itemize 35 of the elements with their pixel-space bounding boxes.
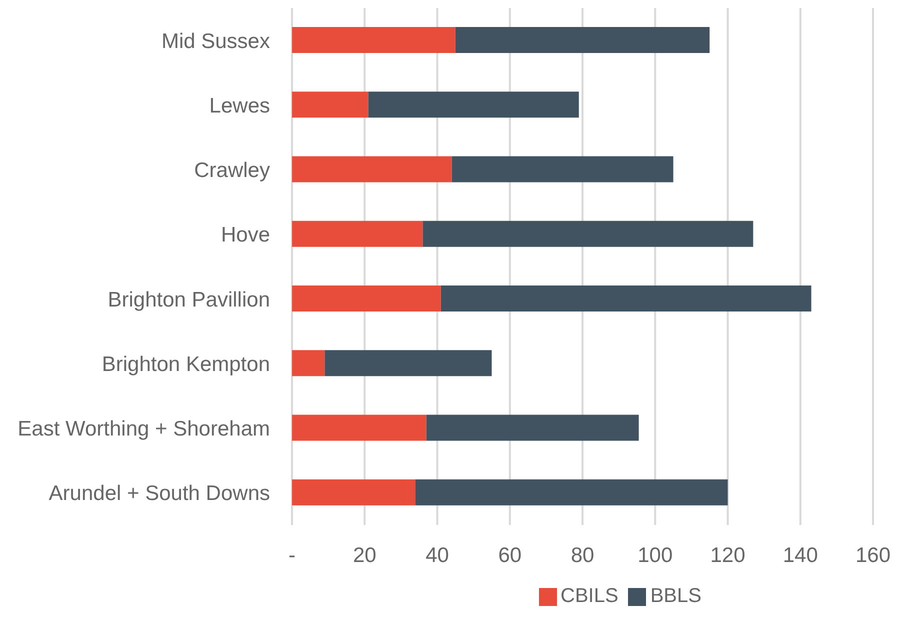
x-tick-label: 40 (426, 544, 449, 567)
bar (292, 286, 441, 312)
x-tick-label: - (288, 544, 296, 567)
bar (292, 479, 416, 506)
legend-label: CBILS (560, 585, 618, 607)
y-tick-label: East Worthing + Shoreham (18, 418, 270, 441)
bar (292, 27, 456, 53)
y-tick-label: Hove (220, 224, 270, 247)
x-tick-label: 160 (855, 544, 891, 567)
y-tick-label: Lewes (209, 94, 270, 118)
legend-label: BBLS (650, 585, 702, 607)
bar (292, 92, 368, 118)
y-tick-label: Mid Sussex (161, 30, 270, 53)
y-tick-label: Brighton Kempton (102, 352, 270, 376)
x-tick-label: 100 (638, 544, 673, 567)
bar (292, 414, 426, 441)
bar (292, 220, 423, 247)
bar (426, 414, 639, 441)
y-tick-label: Brighton Pavillion (108, 288, 270, 312)
x-tick-label: 20 (352, 544, 376, 567)
x-tick-label: 80 (570, 544, 594, 567)
bar (368, 92, 579, 118)
bar (422, 220, 754, 247)
bar (440, 286, 812, 312)
x-tick-label: 140 (782, 544, 818, 567)
y-tick-label: Arundel + South Downs (48, 482, 270, 506)
bar (292, 156, 452, 182)
x-tick-label: 60 (498, 544, 522, 567)
bar (455, 27, 710, 53)
x-tick-label: 120 (710, 544, 746, 567)
bar (292, 350, 325, 376)
bar (452, 156, 674, 182)
y-tick-label: Crawley (194, 159, 270, 182)
bar (415, 479, 728, 506)
bar (324, 350, 492, 376)
